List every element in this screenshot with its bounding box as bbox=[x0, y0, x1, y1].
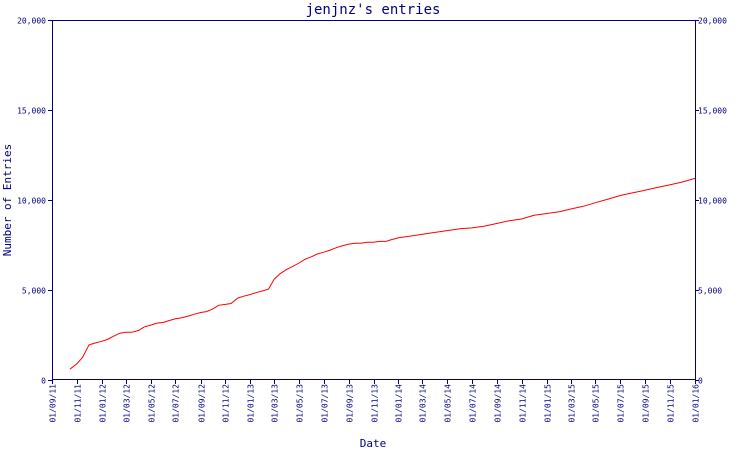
x-tick-label: 01/11/12 bbox=[222, 384, 231, 423]
x-tick-label: 01/01/15 bbox=[544, 384, 553, 423]
x-tick-label: 01/11/11 bbox=[74, 384, 83, 423]
x-tick-label: 01/01/14 bbox=[395, 384, 404, 423]
x-tick-label: 01/11/15 bbox=[667, 384, 676, 423]
x-tick-label: 01/11/13 bbox=[371, 384, 380, 423]
x-tick-label: 01/05/15 bbox=[592, 384, 601, 423]
x-tick-label: 01/01/13 bbox=[247, 384, 256, 423]
series-line-entries bbox=[69, 177, 696, 370]
x-tick-label: 01/03/12 bbox=[123, 384, 132, 423]
x-tick-label: 01/03/14 bbox=[419, 384, 428, 423]
y-axis-right: 0 5,000 10,000 15,000 20,000 bbox=[695, 17, 727, 386]
y-tick-label-right: 15,000 bbox=[698, 107, 727, 116]
x-tick-label: 01/11/14 bbox=[519, 384, 528, 423]
y-tick-label-left: 10,000 bbox=[17, 197, 46, 206]
x-tick-label: 01/05/14 bbox=[444, 384, 453, 423]
x-tick-label: 01/03/15 bbox=[568, 384, 577, 423]
y-axis-left: 0 5,000 10,000 15,000 20,000 bbox=[17, 17, 52, 386]
y-tick-label-right: 0 bbox=[698, 377, 703, 386]
y-tick-label-right: 5,000 bbox=[698, 287, 722, 296]
y-axis-label: Number of Entries bbox=[1, 144, 14, 257]
x-tick-label: 01/09/12 bbox=[198, 384, 207, 423]
x-tick-label: 01/07/13 bbox=[321, 384, 330, 423]
x-tick-label: 01/07/12 bbox=[172, 384, 181, 423]
y-tick-label-right: 20,000 bbox=[698, 17, 727, 26]
x-tick-label: 01/01/12 bbox=[99, 384, 108, 423]
x-axis: 01/09/11 01/11/11 01/01/12 01/03/12 01/05/12… bbox=[49, 380, 701, 423]
y-tick-label-left: 15,000 bbox=[17, 107, 46, 116]
x-tick-label: 01/05/13 bbox=[296, 384, 305, 423]
x-tick-label: 01/09/14 bbox=[494, 384, 503, 423]
y-tick-label-right: 10,000 bbox=[698, 197, 727, 206]
x-tick-label: 01/09/15 bbox=[642, 384, 651, 423]
x-tick-label: 01/01/16 bbox=[692, 384, 701, 423]
x-tick-label: 01/03/13 bbox=[271, 384, 280, 423]
chart-title: jenjnz's entries bbox=[306, 2, 441, 18]
y-tick-label-left: 5,000 bbox=[22, 287, 46, 296]
y-tick-label-left: 0 bbox=[41, 377, 46, 386]
x-tick-label: 01/09/11 bbox=[49, 384, 58, 423]
x-tick-label: 01/07/14 bbox=[469, 384, 478, 423]
x-tick-label: 01/05/12 bbox=[148, 384, 157, 423]
y-tick-label-left: 20,000 bbox=[17, 17, 46, 26]
x-tick-label: 01/07/15 bbox=[617, 384, 626, 423]
x-tick-label: 01/09/13 bbox=[346, 384, 355, 423]
x-axis-label: Date bbox=[360, 437, 387, 450]
